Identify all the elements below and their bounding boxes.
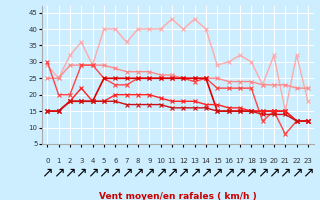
X-axis label: Vent moyen/en rafales ( km/h ): Vent moyen/en rafales ( km/h ) bbox=[99, 192, 256, 200]
